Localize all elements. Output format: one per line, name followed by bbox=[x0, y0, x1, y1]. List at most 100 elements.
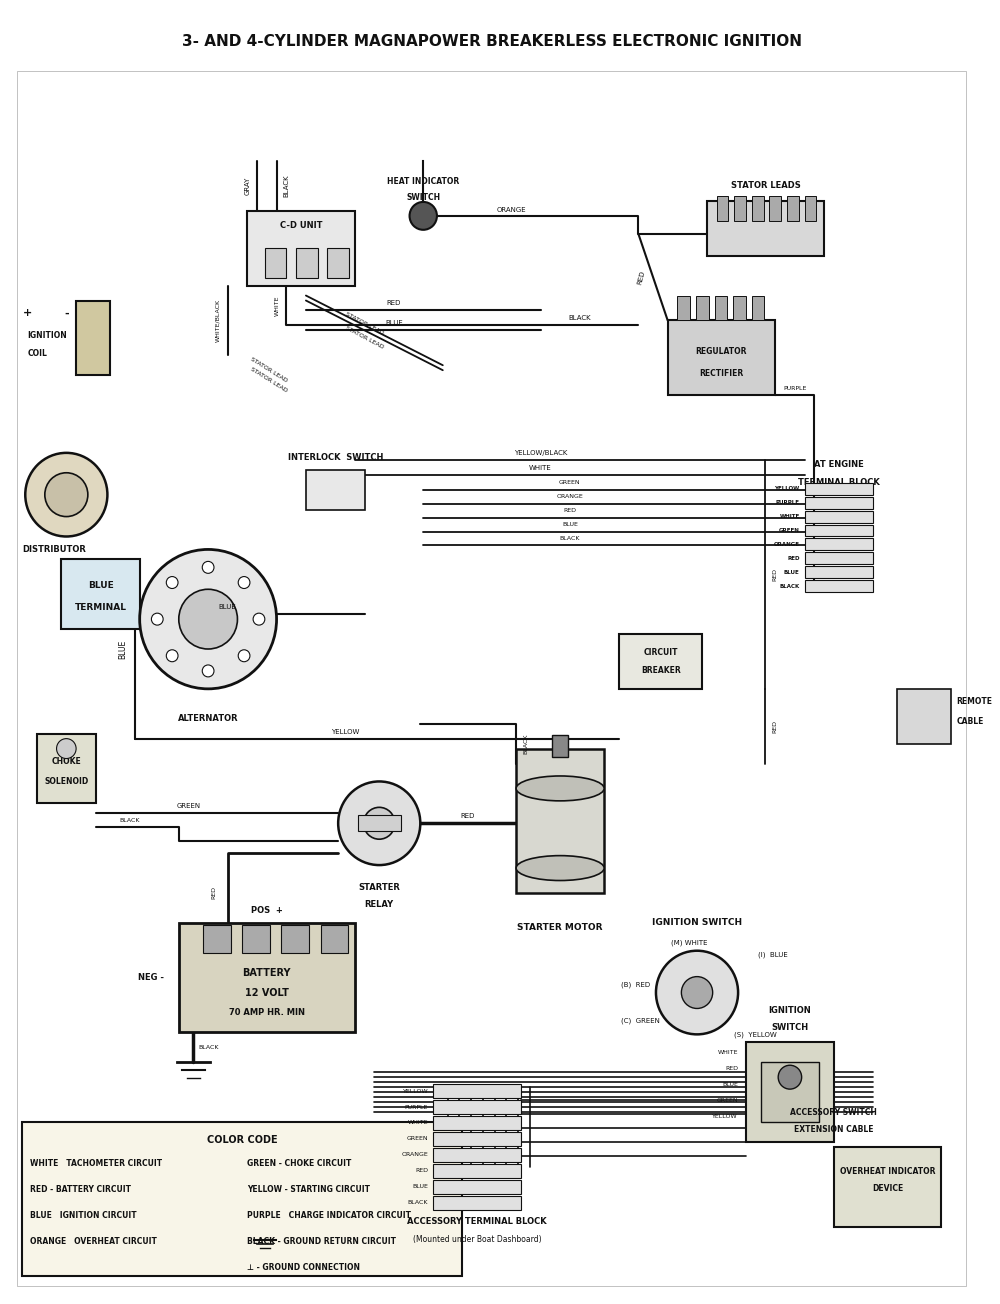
Bar bbox=[677, 296, 690, 321]
Text: (M) WHITE: (M) WHITE bbox=[671, 939, 707, 945]
Text: RED: RED bbox=[637, 270, 646, 286]
Bar bbox=[433, 1101, 521, 1114]
Bar bbox=[433, 1163, 521, 1178]
Text: ORANGE: ORANGE bbox=[774, 542, 800, 546]
Text: BLUE: BLUE bbox=[118, 639, 127, 659]
Bar bbox=[433, 1116, 521, 1131]
Bar bbox=[203, 925, 231, 953]
Text: BLACK: BLACK bbox=[779, 584, 800, 589]
Circle shape bbox=[140, 549, 277, 689]
Text: PURPLE: PURPLE bbox=[776, 501, 800, 505]
Text: BLUE: BLUE bbox=[219, 604, 237, 610]
Text: BLUE: BLUE bbox=[412, 1184, 428, 1189]
Circle shape bbox=[166, 649, 178, 661]
Text: CHOKE: CHOKE bbox=[51, 758, 81, 765]
Text: WHITE: WHITE bbox=[408, 1120, 428, 1125]
Bar bbox=[552, 734, 568, 756]
Text: GREEN - CHOKE CIRCUIT: GREEN - CHOKE CIRCUIT bbox=[247, 1159, 352, 1168]
Text: RED: RED bbox=[387, 300, 401, 306]
Text: ACCESSORY SWITCH: ACCESSORY SWITCH bbox=[790, 1107, 877, 1116]
Bar bbox=[61, 559, 140, 629]
Text: WHITE: WHITE bbox=[275, 295, 280, 316]
Circle shape bbox=[253, 613, 265, 625]
Text: INTERLOCK  SWITCH: INTERLOCK SWITCH bbox=[288, 454, 383, 463]
Text: WHITE: WHITE bbox=[779, 514, 800, 519]
Text: BLACK: BLACK bbox=[283, 175, 289, 197]
Text: BLACK: BLACK bbox=[120, 818, 140, 823]
Text: GREEN: GREEN bbox=[779, 528, 800, 533]
Bar bbox=[805, 196, 816, 220]
Text: BLACK: BLACK bbox=[523, 733, 528, 754]
Bar bbox=[805, 497, 873, 509]
Text: YELLOW/BLACK: YELLOW/BLACK bbox=[514, 450, 567, 456]
Text: BLUE: BLUE bbox=[722, 1081, 738, 1086]
Text: (B)  RED: (B) RED bbox=[621, 982, 650, 988]
Bar bbox=[752, 196, 764, 220]
Text: RED - BATTERY CIRCUIT: RED - BATTERY CIRCUIT bbox=[30, 1185, 131, 1194]
Bar bbox=[787, 196, 799, 220]
Text: BLACK: BLACK bbox=[408, 1200, 428, 1205]
Text: STATOR LEADS: STATOR LEADS bbox=[731, 181, 800, 190]
Text: HEAT INDICATOR: HEAT INDICATOR bbox=[387, 176, 459, 185]
Bar bbox=[433, 1180, 521, 1193]
Text: YELLOW - STARTING CIRCUIT: YELLOW - STARTING CIRCUIT bbox=[247, 1185, 370, 1194]
Bar bbox=[516, 748, 604, 893]
Text: SWITCH: SWITCH bbox=[771, 1022, 808, 1031]
Bar bbox=[433, 1196, 521, 1210]
Circle shape bbox=[179, 589, 237, 649]
Bar bbox=[37, 734, 96, 803]
Text: IGNITION: IGNITION bbox=[27, 331, 67, 340]
Text: CIRCUIT: CIRCUIT bbox=[644, 648, 678, 657]
Text: BLUE: BLUE bbox=[88, 580, 113, 589]
Bar bbox=[805, 553, 873, 565]
Text: CABLE: CABLE bbox=[956, 717, 984, 726]
Text: RECTIFIER: RECTIFIER bbox=[699, 369, 744, 378]
Text: GREEN: GREEN bbox=[559, 480, 581, 485]
Text: (I)  BLUE: (I) BLUE bbox=[758, 952, 787, 958]
Text: WHITE/BLACK: WHITE/BLACK bbox=[215, 299, 220, 342]
Bar bbox=[761, 1063, 819, 1121]
Bar bbox=[769, 196, 781, 220]
Text: RED: RED bbox=[772, 720, 777, 733]
Bar bbox=[668, 321, 775, 395]
Text: STATOR LEAD: STATOR LEAD bbox=[345, 325, 385, 349]
Ellipse shape bbox=[516, 776, 604, 801]
Text: IGNITION: IGNITION bbox=[769, 1005, 811, 1015]
Text: BREAKER: BREAKER bbox=[641, 666, 681, 675]
Circle shape bbox=[151, 613, 163, 625]
Bar bbox=[746, 1042, 834, 1142]
Circle shape bbox=[364, 807, 395, 840]
Bar bbox=[433, 1084, 521, 1098]
Text: OVERHEAT INDICATOR: OVERHEAT INDICATOR bbox=[840, 1167, 935, 1176]
Text: ORANGE: ORANGE bbox=[401, 1153, 428, 1158]
Text: YELLOW: YELLOW bbox=[331, 729, 359, 734]
Text: RELAY: RELAY bbox=[365, 901, 394, 909]
Text: BLUE   IGNITION CIRCUIT: BLUE IGNITION CIRCUIT bbox=[30, 1211, 137, 1221]
Text: STARTER: STARTER bbox=[358, 884, 400, 892]
Text: AT ENGINE: AT ENGINE bbox=[814, 460, 864, 469]
Bar bbox=[715, 296, 727, 321]
Bar bbox=[433, 1132, 521, 1146]
Text: BLUE: BLUE bbox=[784, 570, 800, 575]
Text: EXTENSION CABLE: EXTENSION CABLE bbox=[794, 1125, 874, 1134]
Circle shape bbox=[681, 977, 713, 1008]
Bar bbox=[22, 1121, 462, 1277]
Text: RED: RED bbox=[460, 814, 474, 819]
Bar bbox=[76, 300, 110, 376]
Text: RED: RED bbox=[787, 556, 800, 561]
Text: BLACK: BLACK bbox=[198, 1045, 219, 1050]
Text: NEG -: NEG - bbox=[138, 973, 164, 982]
Bar bbox=[265, 248, 286, 278]
Text: REGULATOR: REGULATOR bbox=[696, 347, 747, 356]
Bar bbox=[321, 925, 348, 953]
Text: RED: RED bbox=[772, 567, 777, 580]
Text: ORANGE: ORANGE bbox=[557, 494, 583, 499]
Text: COIL: COIL bbox=[27, 348, 47, 357]
Bar bbox=[834, 1148, 941, 1227]
Bar bbox=[707, 201, 824, 256]
Bar bbox=[805, 566, 873, 578]
Bar bbox=[619, 634, 702, 689]
Text: GREEN: GREEN bbox=[716, 1098, 738, 1103]
Text: SOLENOID: SOLENOID bbox=[44, 777, 88, 786]
Bar bbox=[805, 511, 873, 523]
